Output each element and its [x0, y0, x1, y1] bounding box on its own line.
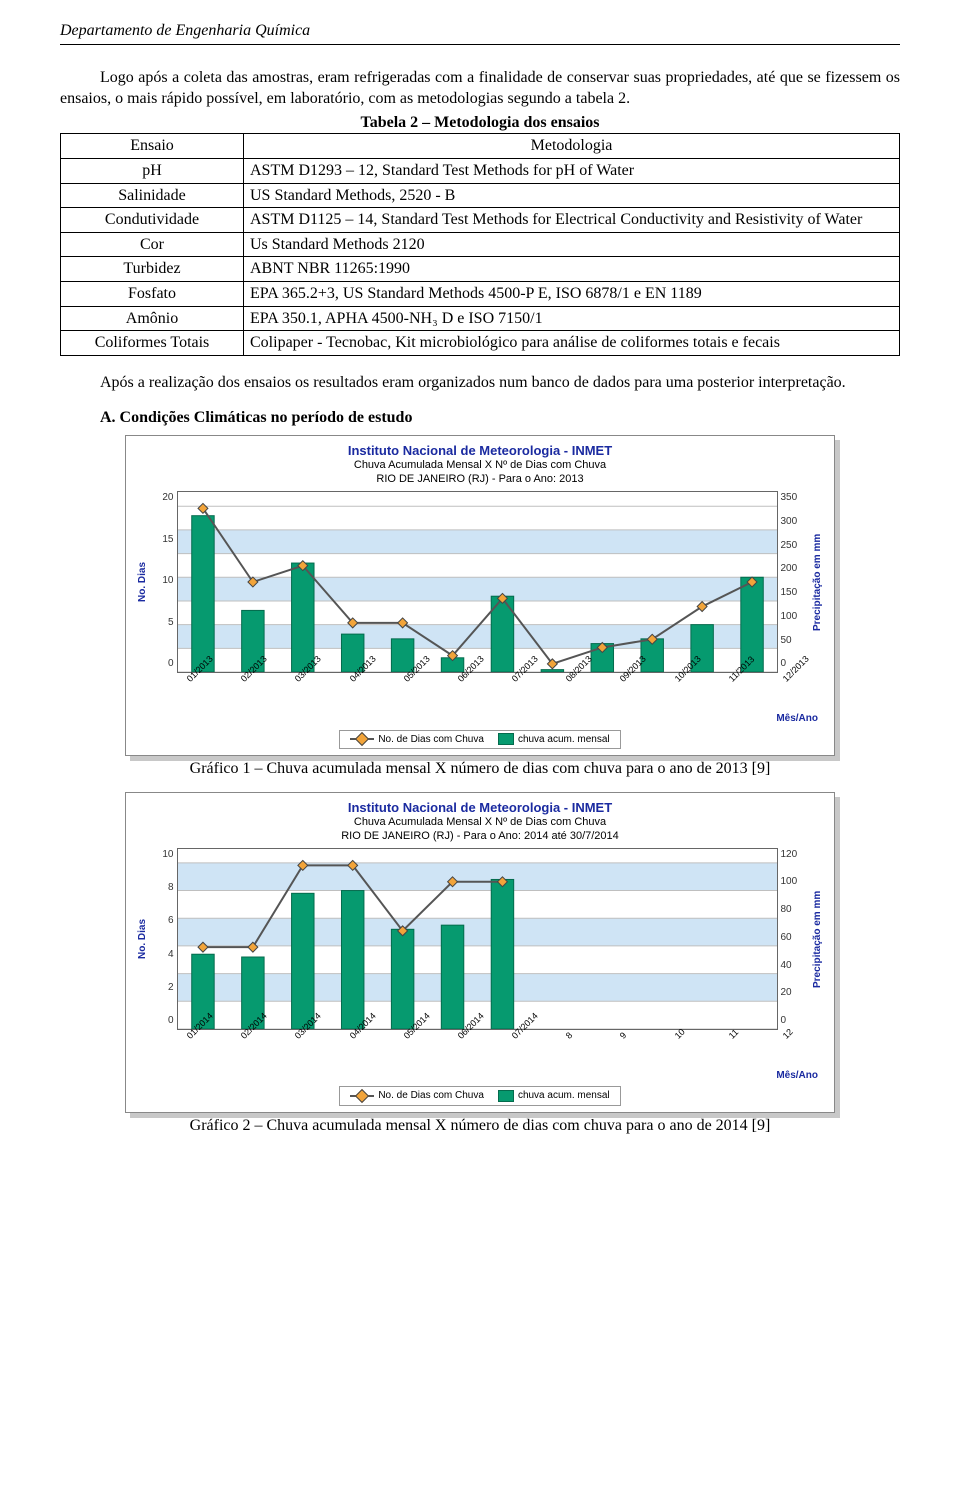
table-row: SalinidadeUS Standard Methods, 2520 - B	[61, 183, 900, 208]
legend-line-label: No. de Dias com Chuva	[378, 734, 484, 745]
chart-2-org-title: Instituto Nacional de Meteorologia - INM…	[136, 799, 824, 817]
chart-2-ylabel-right: Precipitação em mm	[811, 848, 825, 1030]
legend-line-label: No. de Dias com Chuva	[378, 1090, 484, 1101]
chart-2-yaxis-left-ticks: 1086420	[152, 848, 177, 1028]
cell-metodologia: EPA 365.2+3, US Standard Methods 4500-P …	[244, 281, 900, 306]
cell-ensaio: Amônio	[61, 306, 244, 331]
legend-bar-label: chuva acum. mensal	[518, 1090, 610, 1101]
table-row: CorUs Standard Methods 2120	[61, 232, 900, 257]
cell-ensaio: Coliformes Totais	[61, 331, 244, 356]
table-row: TurbidezABNT NBR 11265:1990	[61, 257, 900, 282]
legend-bar-icon	[498, 1090, 514, 1102]
cell-ensaio: Salinidade	[61, 183, 244, 208]
chart-2-panel: Instituto Nacional de Meteorologia - INM…	[125, 792, 835, 1113]
legend-bar-item: chuva acum. mensal	[498, 733, 610, 747]
table-row: AmônioEPA 350.1, APHA 4500-NH₃ D e ISO 7…	[61, 306, 900, 331]
chart-1-legend: No. de Dias com Chuva chuva acum. mensal	[339, 730, 620, 750]
chart-2-ylabel-left: No. Dias	[136, 848, 150, 1030]
cell-metodologia: Us Standard Methods 2120	[244, 232, 900, 257]
table-row: Coliformes TotaisColipaper - Tecnobac, K…	[61, 331, 900, 356]
chart-1-xaxis: 01/201302/201303/201304/201305/201306/20…	[182, 676, 782, 688]
chart-1-panel: Instituto Nacional de Meteorologia - INM…	[125, 435, 835, 756]
cell-metodologia: EPA 350.1, APHA 4500-NH₃ D e ISO 7150/1	[244, 306, 900, 331]
chart-1-yaxis-right-ticks: 350300250200150100500	[778, 491, 809, 671]
legend-line-marker-icon	[350, 738, 374, 740]
cell-metodologia: ABNT NBR 11265:1990	[244, 257, 900, 282]
chart-1-org-title: Instituto Nacional de Meteorologia - INM…	[136, 442, 824, 460]
chart-2-subtitle2: RIO DE JANEIRO (RJ) - Para o Ano: 2014 a…	[136, 830, 824, 844]
cell-ensaio: Turbidez	[61, 257, 244, 282]
paragraph-intro: Logo após a coleta das amostras, eram re…	[60, 67, 900, 110]
table-row: FosfatoEPA 365.2+3, US Standard Methods …	[61, 281, 900, 306]
table2-title: Tabela 2 – Metodologia dos ensaios	[60, 112, 900, 134]
col-metodologia: Metodologia	[244, 134, 900, 159]
legend-line-item: No. de Dias com Chuva	[350, 733, 484, 747]
chart-1-ylabel-right: Precipitação em mm	[811, 491, 825, 673]
legend-line-item: No. de Dias com Chuva	[350, 1089, 484, 1103]
chart-1-yaxis-left-ticks: 20151050	[152, 491, 177, 671]
chart-2-xaxis: 01/201402/201403/201404/201405/201406/20…	[182, 1033, 782, 1045]
page-header: Departamento de Engenharia Química	[60, 20, 900, 45]
chart-1-subtitle2: RIO DE JANEIRO (RJ) - Para o Ano: 2013	[136, 473, 824, 487]
chart-2-yaxis-right-ticks: 120100806040200	[778, 848, 809, 1028]
cell-ensaio: Fosfato	[61, 281, 244, 306]
chart-2-legend: No. de Dias com Chuva chuva acum. mensal	[339, 1086, 620, 1106]
col-ensaio: Ensaio	[61, 134, 244, 159]
cell-ensaio: Cor	[61, 232, 244, 257]
legend-line-marker-icon	[350, 1095, 374, 1097]
chart-2-caption: Gráfico 2 – Chuva acumulada mensal X núm…	[60, 1115, 900, 1137]
legend-bar-label: chuva acum. mensal	[518, 734, 610, 745]
chart-1-container: Instituto Nacional de Meteorologia - INM…	[125, 435, 835, 756]
chart-1-ylabel-left: No. Dias	[136, 491, 150, 673]
chart-1-caption: Gráfico 1 – Chuva acumulada mensal X núm…	[60, 758, 900, 780]
table-row: CondutividadeASTM D1125 – 14, Standard T…	[61, 208, 900, 233]
cell-metodologia: Colipaper - Tecnobac, Kit microbiológico…	[244, 331, 900, 356]
chart-1-xlabel: Mês/Ano	[136, 712, 824, 726]
chart-1-subtitle1: Chuva Acumulada Mensal X Nº de Dias com …	[136, 459, 824, 473]
table-row: pHASTM D1293 – 12, Standard Test Methods…	[61, 158, 900, 183]
chart-2-container: Instituto Nacional de Meteorologia - INM…	[125, 792, 835, 1113]
cell-metodologia: ASTM D1125 – 14, Standard Test Methods f…	[244, 208, 900, 233]
chart-2-plot-area	[177, 848, 778, 1030]
chart-1-plot-area	[177, 491, 778, 673]
legend-bar-icon	[498, 733, 514, 745]
legend-bar-item: chuva acum. mensal	[498, 1089, 610, 1103]
methodology-table: Ensaio Metodologia pHASTM D1293 – 12, St…	[60, 133, 900, 355]
cell-ensaio: pH	[61, 158, 244, 183]
chart-2-xlabel: Mês/Ano	[136, 1069, 824, 1083]
section-a-heading: A. Condições Climáticas no período de es…	[100, 407, 900, 429]
paragraph-after-table: Após a realização dos ensaios os resulta…	[60, 372, 900, 394]
cell-metodologia: ASTM D1293 – 12, Standard Test Methods f…	[244, 158, 900, 183]
chart-2-subtitle1: Chuva Acumulada Mensal X Nº de Dias com …	[136, 816, 824, 830]
table-header-row: Ensaio Metodologia	[61, 134, 900, 159]
cell-metodologia: US Standard Methods, 2520 - B	[244, 183, 900, 208]
cell-ensaio: Condutividade	[61, 208, 244, 233]
